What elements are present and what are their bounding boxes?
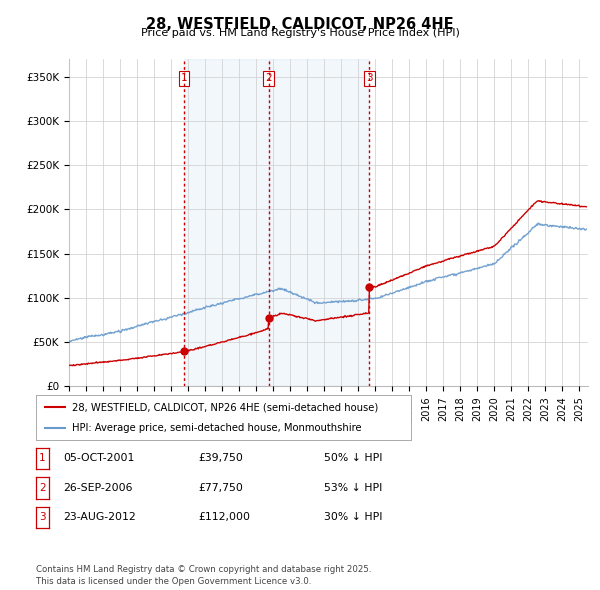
Text: £112,000: £112,000: [198, 513, 250, 522]
Text: 1: 1: [181, 74, 187, 83]
Bar: [184, 59, 269, 386]
Text: 28, WESTFIELD, CALDICOT, NP26 4HE (semi-detached house): 28, WESTFIELD, CALDICOT, NP26 4HE (semi-…: [71, 402, 378, 412]
Text: 2: 2: [265, 74, 272, 83]
Text: £77,750: £77,750: [198, 483, 243, 493]
Text: 30% ↓ HPI: 30% ↓ HPI: [324, 513, 383, 522]
Text: 05-OCT-2001: 05-OCT-2001: [63, 454, 134, 463]
Text: 3: 3: [366, 74, 373, 83]
Text: 1: 1: [39, 454, 46, 463]
Text: 3: 3: [39, 513, 46, 522]
Text: 23-AUG-2012: 23-AUG-2012: [63, 513, 136, 522]
Bar: [269, 59, 369, 386]
Text: 26-SEP-2006: 26-SEP-2006: [63, 483, 133, 493]
Text: Contains HM Land Registry data © Crown copyright and database right 2025.
This d: Contains HM Land Registry data © Crown c…: [36, 565, 371, 586]
Text: HPI: Average price, semi-detached house, Monmouthshire: HPI: Average price, semi-detached house,…: [71, 422, 361, 432]
Text: Price paid vs. HM Land Registry's House Price Index (HPI): Price paid vs. HM Land Registry's House …: [140, 28, 460, 38]
Text: 2: 2: [39, 483, 46, 493]
Text: 28, WESTFIELD, CALDICOT, NP26 4HE: 28, WESTFIELD, CALDICOT, NP26 4HE: [146, 17, 454, 31]
Text: 50% ↓ HPI: 50% ↓ HPI: [324, 454, 383, 463]
Text: 53% ↓ HPI: 53% ↓ HPI: [324, 483, 382, 493]
Text: £39,750: £39,750: [198, 454, 243, 463]
